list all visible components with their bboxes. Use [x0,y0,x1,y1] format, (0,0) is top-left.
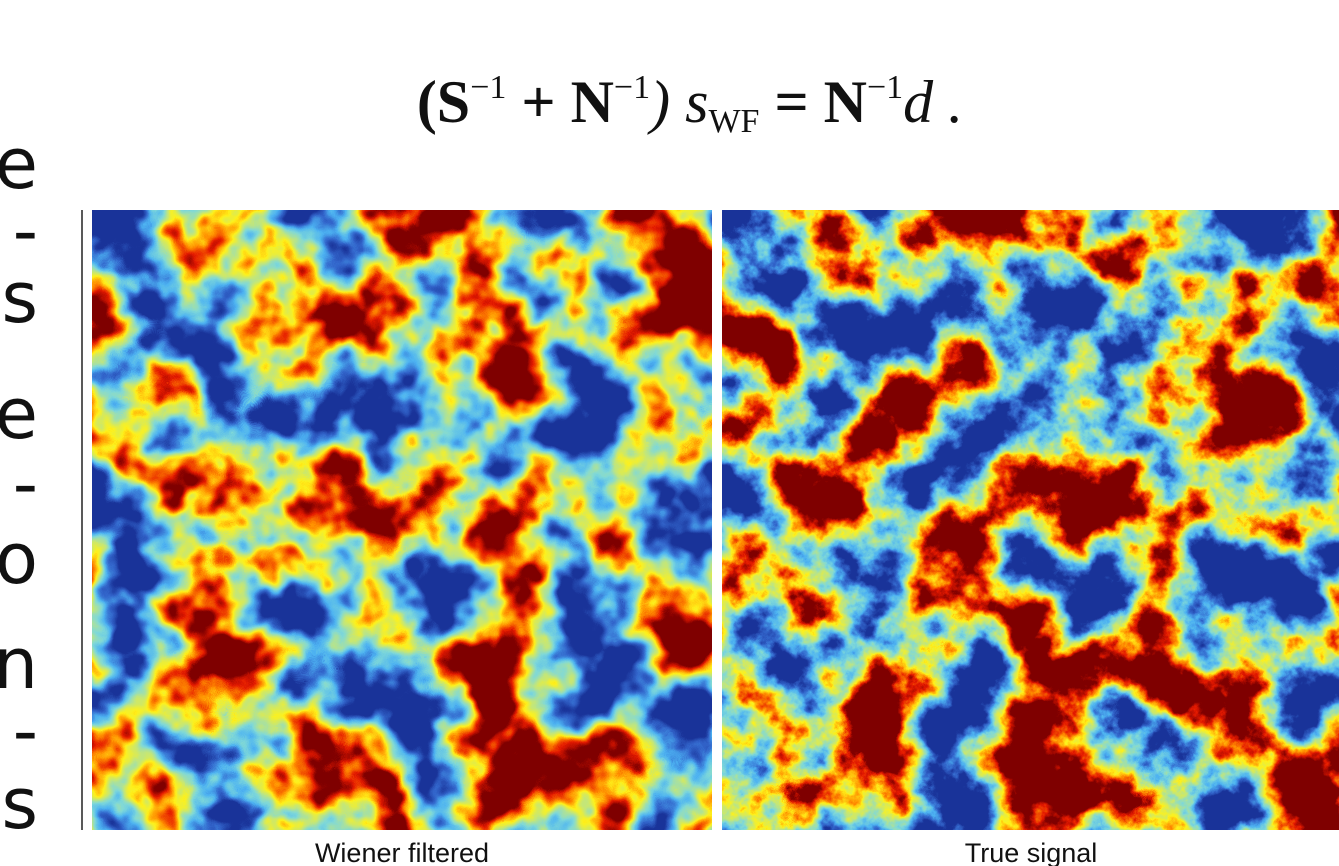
margin-fragment: s [2,763,38,845]
equation: (S−1 + N−1) sWF = N−1d . [417,69,963,140]
caption: True signal [965,838,1098,866]
page: (S−1 + N−1) sWF = N−1d . e-se-on-s Wiene… [0,0,1339,866]
superscript: −1 [470,69,506,106]
margin-text: e-se-on-s [0,123,38,845]
equation-part: d . [903,69,963,135]
wiener-filtered-map [92,210,712,830]
caption: Wiener filtered [315,838,489,866]
margin-fragment: s [2,257,38,339]
superscript: −1 [614,69,650,106]
superscript: −1 [867,69,903,106]
equation-part: (S [417,69,470,135]
margin-fragment: - [13,690,38,772]
equation-part: = N [759,69,867,135]
equation-part: + N [506,69,614,135]
equation-part: ) s [647,69,708,135]
subscript: WF [708,103,759,140]
margin-fragment: o [0,518,38,600]
margin-fragment: - [13,443,38,525]
true-signal-map [722,210,1339,830]
